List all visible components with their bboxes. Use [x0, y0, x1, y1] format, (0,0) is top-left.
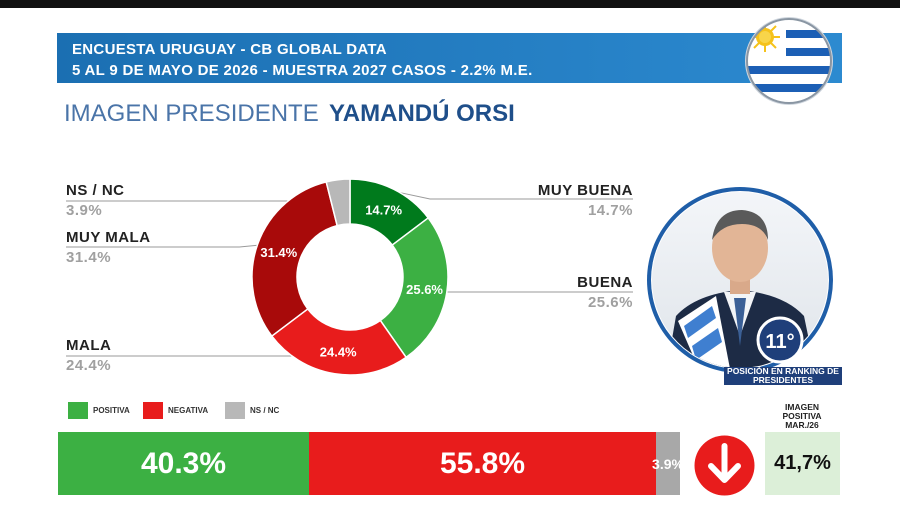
summary-bar-negativa: 55.8%: [309, 432, 656, 495]
label-muy-buena: MUY BUENA: [537, 182, 633, 199]
legend-label-ns-nc: NS / NC: [250, 405, 280, 415]
donut-slices: [251, 178, 449, 376]
slice-label-muy-buena: 14.7%: [365, 202, 402, 217]
legend-swatch-negativa: [143, 401, 163, 419]
header-line-1: ENCUESTA URUGUAY - CB GLOBAL DATA: [72, 41, 387, 58]
pct-ns-nc: 3.9%: [66, 202, 103, 219]
top-black-bar: [0, 0, 900, 8]
leader-line-muy-buena: [392, 190, 633, 200]
leader-lines: [66, 181, 633, 373]
legend-swatch-ns-nc: [225, 401, 245, 419]
chart-title-prefix: IMAGEN PRESIDENTE: [64, 100, 319, 127]
summary-bar-label-positiva: 40.3%: [140, 446, 227, 480]
label-mala: MALA: [66, 337, 112, 354]
slice-label-muy-mala: 31.4%: [260, 245, 297, 260]
header-bar: [57, 33, 842, 83]
label-muy-mala: MUY MALA: [66, 229, 151, 246]
slice-buena: [379, 216, 449, 359]
previous-positive-value: 41,7%: [765, 432, 840, 495]
pct-muy-buena: 14.7%: [587, 202, 633, 219]
president-name: YAMANDÚ ORSI: [329, 100, 515, 127]
label-ns-nc: NS / NC: [66, 182, 125, 199]
previous-positive-heading: IMAGEN POSITIVA MAR./26: [782, 402, 822, 430]
legend-label-negativa: NEGATIVA: [168, 405, 209, 415]
ranking-position: 11°: [765, 331, 794, 353]
legend-label-positiva: POSITIVA: [93, 405, 130, 415]
slice-label-mala: 24.4%: [320, 345, 357, 360]
summary-bar-label-negativa: 55.8%: [439, 446, 526, 480]
label-buena: BUENA: [577, 274, 633, 291]
header-line-2: 5 AL 9 DE MAYO DE 2026 - MUESTRA 2027 CA…: [72, 62, 533, 79]
legend-ns-nc: NS / NC: [225, 400, 279, 420]
legend-positiva: POSITIVA: [68, 400, 130, 420]
legend-swatch-positiva: [68, 401, 88, 419]
summary-bar-positiva: 40.3%: [58, 432, 309, 495]
pct-mala: 24.4%: [66, 357, 112, 374]
slice-ns-nc: [325, 178, 351, 227]
leader-line-muy-mala: [66, 244, 260, 248]
down-arrow-icon: [694, 435, 755, 496]
uruguay-flag-icon: [745, 17, 833, 105]
slice-mala: [270, 307, 408, 376]
slice-label-buena: 25.6%: [406, 282, 443, 297]
summary-bar-ns-nc: 3.9%: [652, 432, 684, 495]
ranking-label: POSICIÓN EN RANKING DE PRESIDENTES: [724, 367, 842, 385]
summary-bar-label-ns-nc: 3.9%: [652, 455, 684, 472]
donut-slice-labels: 14.7% 25.6% 24.4% 31.4%: [260, 202, 443, 359]
pct-buena: 25.6%: [587, 294, 633, 311]
legend-negativa: NEGATIVA: [143, 400, 208, 420]
president-portrait: 11°: [647, 187, 833, 373]
pct-muy-mala: 31.4%: [66, 249, 112, 266]
slice-muy-mala: [251, 181, 339, 338]
